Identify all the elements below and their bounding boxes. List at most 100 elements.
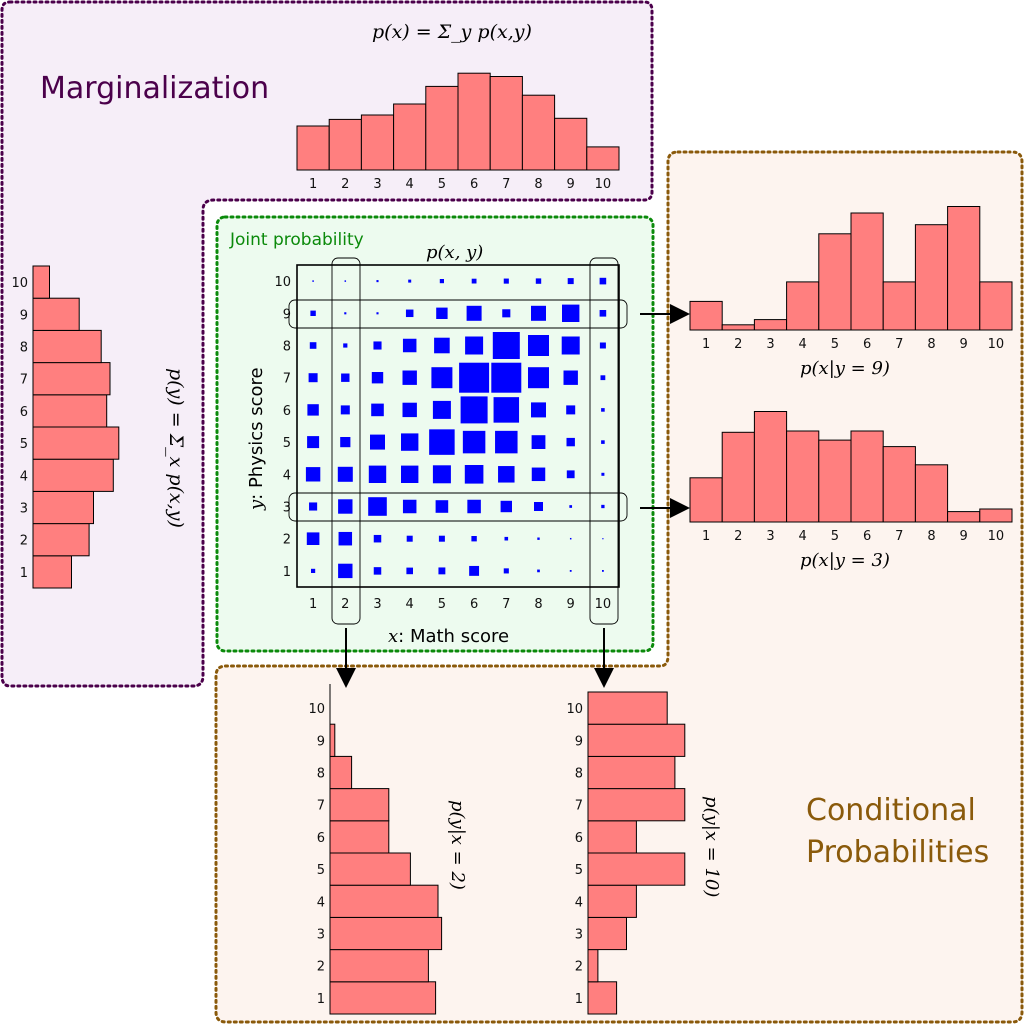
cond-x2-bar: [329, 820, 390, 854]
cond-y3-tick-label: 1: [702, 529, 710, 544]
cond-y3-tick-label: 8: [927, 529, 935, 544]
joint-square: [370, 434, 385, 450]
cond-x2-tick-label: 2: [317, 960, 325, 975]
highlight-col-x10: [589, 257, 619, 625]
cond-x10-bar: [587, 981, 618, 1015]
cond-y9-tick-label: 6: [863, 337, 871, 352]
cond-y9-bar: [689, 300, 723, 331]
marginal-py-tick-label: 1: [20, 566, 28, 581]
joint-square: [498, 466, 515, 483]
joint-square: [465, 336, 484, 355]
joint-square: [535, 278, 542, 284]
cond-y3-tick-label: 7: [895, 529, 903, 544]
joint-y-tick-label: 3: [283, 501, 291, 516]
joint-square: [599, 277, 607, 285]
joint-square: [402, 338, 417, 353]
cond-y3-formula: p(x|y = 3): [800, 550, 890, 571]
cond-x10-tick-label: 2: [575, 960, 583, 975]
joint-square: [528, 367, 549, 389]
joint-square: [601, 472, 605, 476]
marginal-py-tick-label: 6: [20, 405, 28, 420]
cond-x10-tick-label: 3: [575, 928, 583, 943]
joint-y-tick-label: 8: [283, 340, 291, 355]
joint-square: [602, 538, 604, 540]
cond-x10-bar: [587, 949, 599, 983]
conditional-title-line2: Probabilities: [806, 835, 989, 870]
cond-y3-bar: [786, 430, 820, 523]
joint-square: [306, 532, 320, 545]
py-marginal-formula: p(y) = Σ_x p(x,y): [165, 368, 187, 528]
joint-ticks: 1 1 2 2 3 3 4 4 5 5 6 6 7 7 8 8 9 9 10 10: [274, 275, 611, 612]
px-marginal-formula: p(x) = Σ_y p(x,y): [372, 21, 532, 43]
joint-square: [402, 402, 417, 418]
joint-square: [368, 497, 387, 516]
joint-square: [599, 310, 607, 317]
joint-square: [373, 341, 382, 350]
marginal-py-tick-label: 9: [20, 308, 28, 323]
joint-square: [371, 372, 384, 384]
cond-y9-bar: [882, 281, 916, 331]
joint-grid-frame: [296, 264, 620, 588]
marginal-py-bar: [32, 523, 90, 557]
cond-x10-bar: [587, 916, 627, 951]
highlight-row-y3: [288, 492, 628, 522]
cond-x10-bar: [587, 852, 686, 886]
marginal-px-bar: [328, 118, 362, 171]
joint-square: [469, 565, 480, 576]
joint-square: [569, 505, 573, 508]
joint-x-tick-label: 7: [502, 597, 510, 612]
cond-x10-bar: [587, 820, 637, 854]
cond-y9-bar: [721, 324, 755, 331]
joint-x-tick-label: 3: [373, 597, 381, 612]
cond-x2-tick-label: 8: [317, 767, 325, 782]
joint-square: [373, 534, 382, 543]
marginal-px-bar: [489, 76, 523, 171]
x-axis-label: x: Math score: [388, 626, 509, 647]
joint-x-tick-label: 1: [309, 597, 317, 612]
marginal-px-tick-label: 3: [373, 177, 381, 192]
joint-square: [436, 307, 448, 319]
cond-x2-bar: [329, 884, 439, 918]
joint-square: [601, 504, 605, 509]
joint-square: [431, 367, 453, 389]
cond-x10-formula: p(y|x = 10): [701, 796, 722, 897]
joint-square: [376, 312, 379, 315]
cond-y3-histogram: 1 2 3 4 5 6 7 8 9 10: [689, 411, 1013, 544]
cond-y9-bar: [786, 281, 820, 331]
joint-y-tick-label: 5: [283, 436, 291, 451]
joint-square: [338, 499, 353, 514]
cond-y3-tick-label: 2: [734, 529, 742, 544]
joint-x-tick-label: 6: [470, 597, 478, 612]
joint-square: [432, 400, 451, 419]
joint-y-tick-label: 7: [283, 372, 291, 387]
joint-square: [340, 437, 351, 448]
joint-square: [567, 278, 574, 285]
cond-y3-bar: [979, 508, 1013, 523]
marginal-px-bar: [425, 85, 459, 171]
joint-square: [401, 433, 419, 451]
marginal-py-bar: [32, 297, 80, 331]
joint-square: [561, 336, 580, 355]
joint-square: [343, 343, 348, 348]
joint-square: [406, 535, 413, 542]
marginal-px-bar: [393, 103, 427, 171]
marginal-py-bar: [32, 394, 108, 428]
cond-y3-tick-label: 9: [960, 529, 968, 544]
cond-x2-tick-label: 3: [317, 928, 325, 943]
cond-y3-bar: [882, 446, 916, 523]
joint-square: [402, 499, 417, 514]
cond-y3-bar: [914, 464, 949, 523]
marginal-py-tick-label: 8: [20, 341, 28, 356]
joint-square: [310, 310, 316, 316]
joint-square: [439, 279, 444, 284]
joint-square: [432, 465, 451, 484]
joint-square: [471, 278, 477, 284]
cond-y9-bar: [753, 319, 788, 331]
marginal-px-tick-label: 6: [470, 177, 478, 192]
cond-y9-bar: [914, 224, 949, 331]
marginal-py-bar: [32, 426, 120, 460]
cond-x2-bar: [329, 788, 390, 822]
joint-square: [500, 500, 512, 513]
cond-y3-bar: [721, 431, 755, 523]
cond-y3-bar: [689, 477, 723, 523]
